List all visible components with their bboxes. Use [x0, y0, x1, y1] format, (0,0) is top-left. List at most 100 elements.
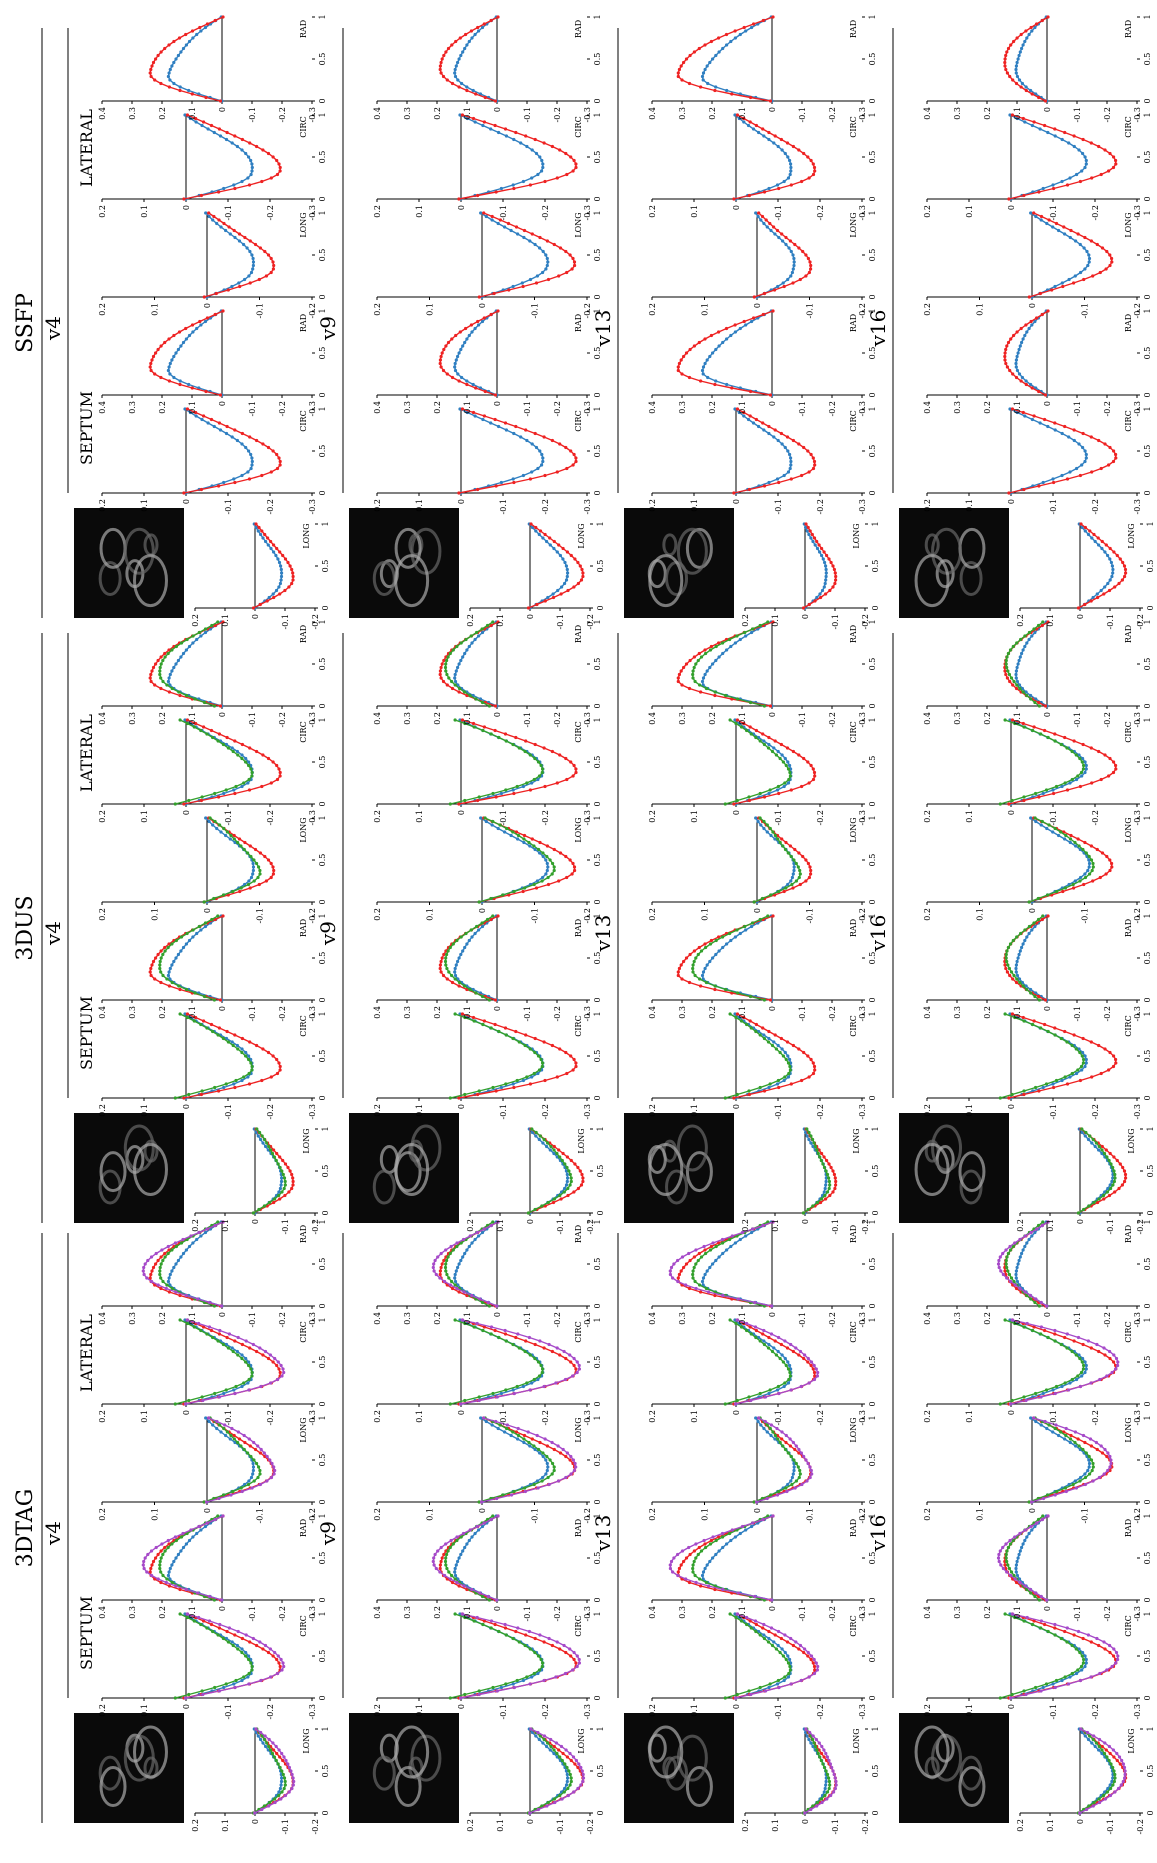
series-point: [432, 1563, 436, 1567]
series-point: [150, 1279, 154, 1284]
y-tick-label: 0.1: [701, 908, 710, 921]
series-point: [542, 1734, 547, 1738]
series-point: [789, 879, 793, 883]
y-tick-label: 0.2: [466, 1819, 475, 1832]
series-point: [728, 637, 732, 642]
series-point: [185, 637, 189, 642]
x-tick-label: 1: [868, 1011, 877, 1016]
series-point: [748, 1619, 752, 1623]
series-point: [159, 949, 163, 953]
series-point: [831, 1190, 835, 1194]
panel-label: CIRC: [1124, 1321, 1133, 1342]
series-point: [184, 648, 188, 652]
series-point: [438, 669, 442, 673]
series-point: [1040, 1223, 1045, 1228]
series-point: [479, 816, 483, 820]
series-point: [823, 1186, 827, 1191]
series-point: [572, 1468, 577, 1473]
series-point: [777, 1391, 781, 1396]
series-point: [760, 896, 765, 901]
series-point: [1083, 1472, 1087, 1476]
series-point: [788, 1657, 792, 1662]
series-point: [148, 676, 152, 680]
series-point: [159, 970, 163, 974]
series-point: [824, 1183, 828, 1187]
series-point: [457, 980, 462, 985]
panel-label: LONG: [1127, 1128, 1136, 1153]
series-point: [693, 1573, 697, 1578]
x-tick-label: 1: [318, 1317, 327, 1322]
series-point: [545, 854, 549, 859]
series-point: [165, 683, 169, 687]
series-point: [252, 1458, 256, 1462]
x-tick-label: 0.5: [593, 1356, 602, 1369]
series-line: [183, 1319, 281, 1405]
series-point: [259, 1730, 263, 1735]
series-point: [476, 798, 480, 803]
series-point: [800, 1078, 804, 1083]
series-point: [767, 1342, 771, 1347]
series-point: [278, 1664, 282, 1669]
series-point: [1034, 1297, 1038, 1301]
series-point: [259, 1384, 263, 1389]
series-point: [762, 1328, 766, 1333]
series-point: [1081, 1636, 1085, 1641]
series-point: [824, 1776, 828, 1780]
y-tick-label: 0.3: [128, 1006, 137, 1019]
series-point: [811, 1137, 815, 1142]
series-point: [804, 1730, 808, 1735]
series-point: [445, 1552, 449, 1557]
series-point: [806, 1654, 810, 1658]
series-point: [691, 1563, 695, 1567]
series-point: [439, 1251, 443, 1256]
series-point: [191, 928, 195, 932]
series-point: [522, 837, 526, 841]
series-point: [446, 949, 450, 953]
series-point: [824, 1179, 828, 1184]
series-point: [290, 1772, 294, 1777]
series-point: [252, 858, 256, 862]
series-point: [173, 1535, 177, 1539]
series-point: [278, 1064, 282, 1069]
series-point: [786, 1661, 791, 1665]
series-point: [783, 1633, 787, 1637]
series-point: [505, 1423, 509, 1427]
series-point: [221, 1036, 225, 1041]
series-point: [734, 1402, 738, 1406]
y-tick-label: 0.2: [98, 1410, 107, 1423]
series-point: [581, 1772, 585, 1777]
series-point: [546, 882, 551, 887]
series-point: [166, 1545, 170, 1550]
series-point: [232, 788, 236, 792]
series-point: [708, 648, 713, 652]
series-point: [279, 1783, 283, 1787]
series-point: [496, 1514, 500, 1518]
series-point: [205, 1626, 209, 1630]
series-line: [725, 719, 792, 805]
series-point: [999, 1563, 1003, 1567]
series-point: [767, 1685, 771, 1690]
series-point: [278, 774, 282, 778]
series-point: [732, 802, 736, 806]
series-point: [806, 861, 811, 866]
series-point: [240, 1356, 244, 1361]
series-point: [779, 742, 784, 747]
series-point: [187, 644, 192, 649]
series-point: [704, 1580, 709, 1585]
series-point: [249, 1454, 253, 1459]
series-point: [207, 1416, 211, 1420]
series-point: [176, 952, 180, 957]
series-point: [1039, 1332, 1043, 1336]
series-point: [445, 1272, 449, 1277]
series-point: [257, 882, 261, 887]
series-point: [734, 1321, 738, 1326]
series-point: [532, 777, 536, 782]
series-point: [682, 1559, 686, 1564]
series-point: [148, 1570, 152, 1574]
series-point: [753, 1325, 758, 1329]
series-point: [1003, 1563, 1007, 1567]
series-point: [564, 1356, 568, 1361]
series-point: [693, 973, 697, 978]
series-point: [517, 1640, 521, 1644]
